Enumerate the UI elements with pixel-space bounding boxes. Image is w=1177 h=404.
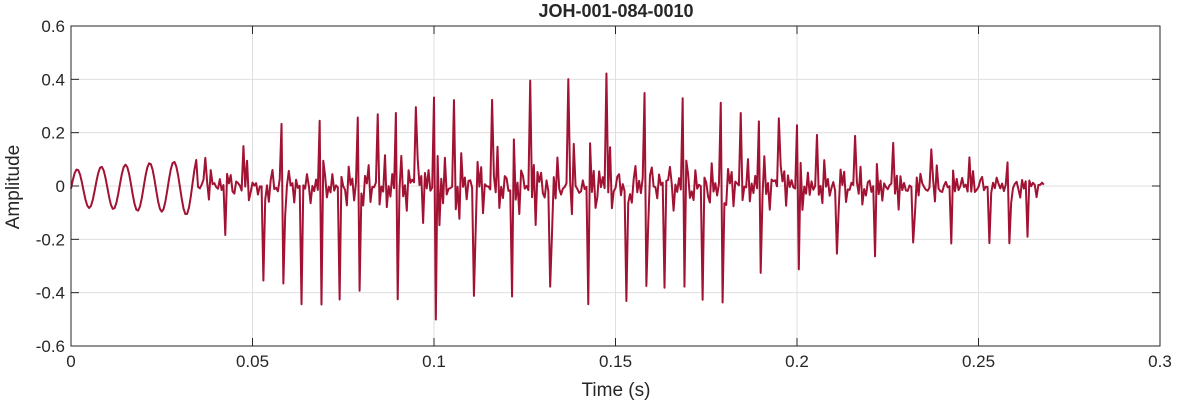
x-tick-label: 0.05 — [236, 352, 269, 371]
y-tick-label: 0.6 — [41, 17, 65, 36]
waveform-series — [70, 72, 1045, 321]
y-tick-label: -0.6 — [36, 337, 65, 356]
x-tick-label: 0.25 — [962, 352, 995, 371]
y-axis-label: Amplitude — [3, 145, 24, 230]
x-tick-label: 0 — [66, 352, 75, 371]
y-axis-ticks: -0.6 -0.4 -0.2 0 0.2 0.4 0.6 — [36, 17, 1160, 356]
y-tick-label: 0.4 — [41, 70, 65, 89]
y-tick-label: -0.2 — [36, 230, 65, 249]
y-tick-label: -0.4 — [36, 284, 65, 303]
x-tick-label: 0.1 — [422, 352, 446, 371]
x-axis-label: Time (s) — [582, 380, 651, 401]
waveform-line — [70, 72, 1045, 321]
y-tick-label: 0.2 — [41, 124, 65, 143]
x-tick-label: 0.15 — [599, 352, 632, 371]
x-axis-ticks: 0 0.05 0.1 0.15 0.2 0.25 0.3 — [66, 26, 1172, 371]
y-tick-label: 0 — [56, 177, 65, 196]
chart-title: JOH-001-084-0010 — [538, 1, 693, 21]
x-tick-label: 0.3 — [1148, 352, 1172, 371]
x-tick-label: 0.2 — [785, 352, 809, 371]
